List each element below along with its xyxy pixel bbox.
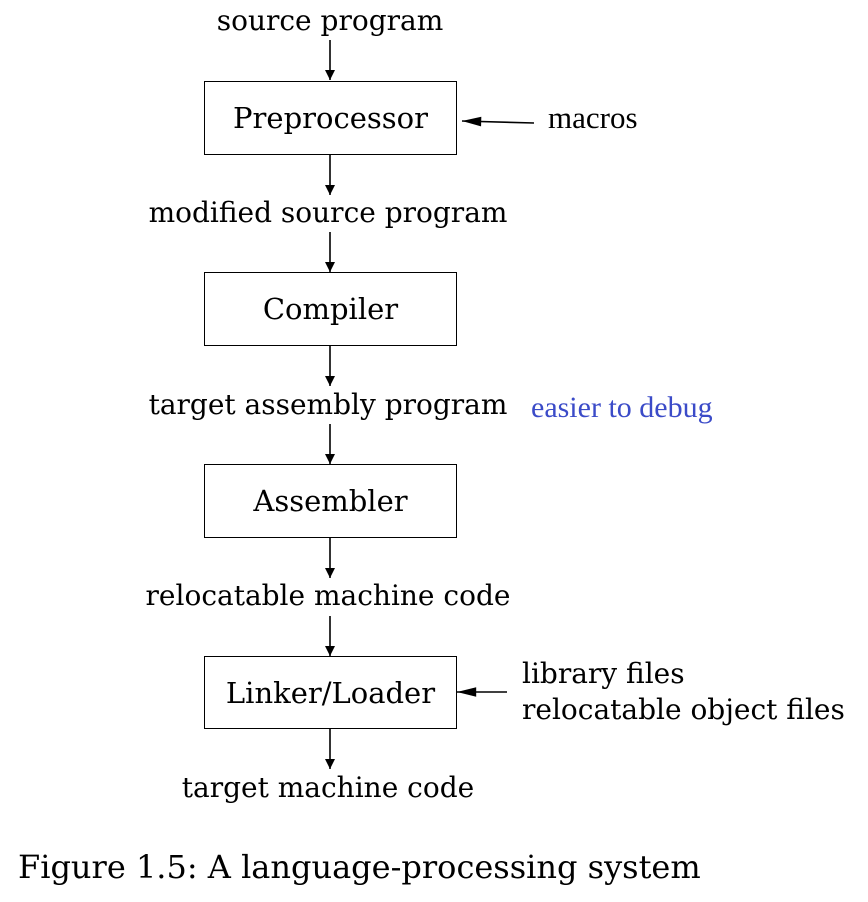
label-relocatable-object-files: relocatable object files [522,693,845,726]
linker-side-inputs: library files relocatable object files [522,656,845,728]
box-compiler-label: Compiler [262,292,399,326]
figure-caption: Figure 1.5: A language-processing system [18,848,701,886]
box-preprocessor: Preprocessor [204,81,457,155]
label-macros: macros [548,100,638,135]
box-linker-loader-label: Linker/Loader [225,675,436,710]
label-modified-source-program: modified source program [148,196,508,229]
box-assembler-label: Assembler [253,484,408,518]
label-target-machine-code: target machine code [181,771,475,804]
box-assembler: Assembler [204,464,457,538]
box-linker-loader: Linker/Loader [204,656,457,729]
label-source-program: source program [216,4,444,37]
box-preprocessor-label: Preprocessor [233,101,428,135]
box-compiler: Compiler [204,272,457,346]
arrow-macros-to-preprocessor [461,116,535,127]
label-relocatable-machine-code: relocatable machine code [145,579,511,612]
label-library-files: library files [522,657,685,690]
annotation-easier-to-debug: easier to debug [531,391,713,424]
label-target-assembly-program: target assembly program [148,388,508,421]
